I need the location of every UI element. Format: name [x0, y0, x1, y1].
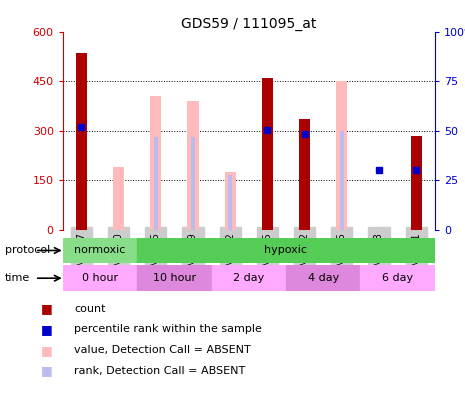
Bar	[76, 53, 87, 230]
Bar	[360, 265, 435, 291]
Bar	[191, 137, 195, 230]
Bar	[228, 175, 232, 230]
Text: 10 hour: 10 hour	[153, 273, 196, 283]
Text: hypoxic: hypoxic	[265, 246, 307, 255]
Bar	[225, 172, 236, 230]
Text: rank, Detection Call = ABSENT: rank, Detection Call = ABSENT	[74, 366, 246, 376]
Bar	[113, 167, 124, 230]
Bar	[262, 78, 273, 230]
Text: value, Detection Call = ABSENT: value, Detection Call = ABSENT	[74, 345, 251, 355]
Text: ■: ■	[40, 303, 53, 315]
Text: 4 day: 4 day	[307, 273, 339, 283]
Bar	[153, 137, 158, 230]
Bar	[302, 135, 307, 230]
Bar	[299, 119, 310, 230]
Bar	[150, 96, 161, 230]
Text: time: time	[5, 273, 30, 283]
Text: 0 hour: 0 hour	[82, 273, 118, 283]
Text: percentile rank within the sample: percentile rank within the sample	[74, 324, 262, 335]
Bar	[63, 265, 137, 291]
Bar	[137, 265, 212, 291]
Text: 2 day: 2 day	[233, 273, 265, 283]
Text: 6 day: 6 day	[382, 273, 413, 283]
Bar	[339, 131, 344, 230]
Bar	[212, 265, 286, 291]
Bar	[286, 265, 360, 291]
Text: count: count	[74, 304, 106, 314]
Bar	[63, 238, 137, 263]
Bar	[411, 135, 422, 230]
Text: ■: ■	[40, 344, 53, 356]
Title: GDS59 / 111095_at: GDS59 / 111095_at	[181, 17, 317, 30]
Text: ■: ■	[40, 323, 53, 336]
Text: normoxic: normoxic	[74, 246, 126, 255]
Bar	[187, 101, 199, 230]
Bar	[336, 81, 347, 230]
Text: ■: ■	[40, 364, 53, 377]
Text: protocol: protocol	[5, 245, 50, 255]
Bar	[137, 238, 435, 263]
